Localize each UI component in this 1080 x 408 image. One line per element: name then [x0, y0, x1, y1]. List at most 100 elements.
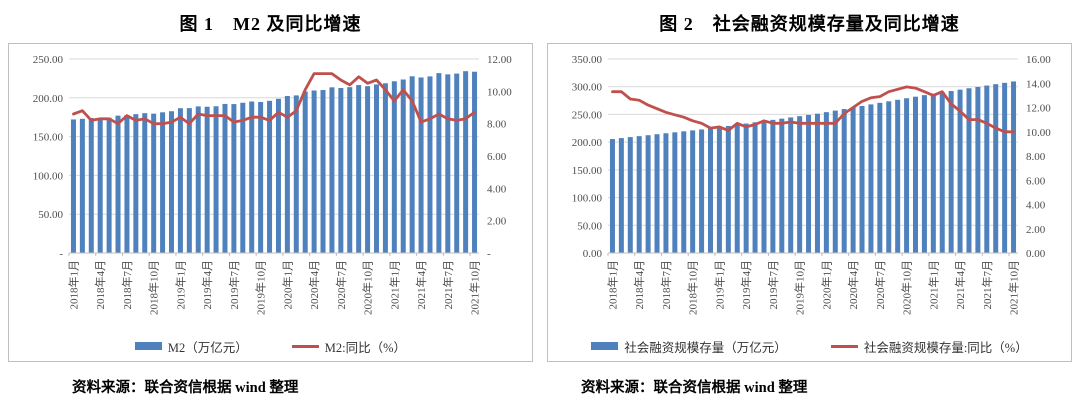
svg-text:2018年4月: 2018年4月 [632, 260, 646, 310]
svg-text:2020年7月: 2020年7月 [333, 260, 347, 310]
svg-text:2019年10月: 2019年10月 [792, 260, 806, 315]
svg-text:-: - [59, 248, 63, 260]
svg-text:2020年10月: 2020年10月 [899, 260, 913, 315]
right-axis-ticks: 16.00 14.00 12.00 10.00 8.00 6.00 4.00 2.00 0.00 [1026, 54, 1051, 260]
right-axis-ticks: 12.00 10.00 8.00 6.00 4.00 2.00 - [487, 54, 512, 260]
line-series [71, 72, 476, 126]
svg-text:100.00: 100.00 [32, 170, 63, 182]
figure2-title: 图 2 社会融资规模存量及同比增速 [659, 14, 960, 34]
svg-text:100.00: 100.00 [571, 193, 602, 205]
gridlines [607, 58, 1018, 254]
svg-text:2021年4月: 2021年4月 [953, 260, 967, 310]
bar-series-swatch [591, 342, 619, 350]
svg-text:2018年10月: 2018年10月 [685, 260, 699, 315]
bar-series [609, 81, 1016, 254]
svg-text:2018年7月: 2018年7月 [119, 260, 133, 310]
svg-text:2020年1月: 2020年1月 [819, 260, 833, 310]
svg-text:2021年1月: 2021年1月 [387, 260, 401, 310]
figure-m2: 图 1 M2 及同比增速 250.00 200.00 150.00 100.00 50.… [8, 6, 533, 397]
bar-series-swatch [134, 342, 162, 350]
x-axis [607, 252, 1018, 256]
bar-series [70, 71, 477, 254]
svg-text:10.00: 10.00 [487, 86, 512, 98]
svg-text:6.00: 6.00 [1026, 175, 1046, 187]
svg-text:2019年7月: 2019年7月 [765, 260, 779, 310]
legend-item-tsf-bars: 社会融资规模存量（万亿元） [591, 337, 787, 356]
svg-text:2018年1月: 2018年1月 [66, 260, 80, 310]
svg-text:2020年1月: 2020年1月 [280, 260, 294, 310]
svg-text:12.00: 12.00 [1026, 103, 1051, 115]
svg-text:50.00: 50.00 [577, 220, 602, 232]
figure1-title: 图 1 M2 及同比增速 [179, 14, 362, 34]
svg-text:2019年4月: 2019年4月 [739, 260, 753, 310]
legend-item-m2-yoy-line: M2:同比（%） [291, 337, 407, 356]
legend-label-tsf: 社会融资规模存量（万亿元） [624, 340, 787, 355]
svg-text:12.00: 12.00 [487, 54, 512, 66]
svg-text:-: - [487, 248, 491, 260]
svg-text:150.00: 150.00 [32, 132, 63, 144]
svg-text:200.00: 200.00 [571, 137, 602, 149]
tsf-chart-panel: 350.00 300.00 250.00 200.00 150.00 100.00 50.0… [547, 43, 1072, 362]
tsf-chart-plot: 350.00 300.00 250.00 200.00 150.00 100.00 50.0… [571, 54, 1051, 315]
left-axis-ticks: 250.00 200.00 150.00 100.00 50.00 - [32, 54, 63, 260]
svg-text:0.00: 0.00 [582, 248, 602, 260]
svg-text:8.00: 8.00 [1026, 151, 1046, 163]
figure1-source-note: 资料来源：联合资信根据 wind 整理 [72, 380, 299, 396]
line-series-swatch [830, 344, 858, 348]
tsf-chart-legend: 社会融资规模存量（万亿元） 社会融资规模存量:同比（%） [554, 333, 1065, 359]
left-axis-ticks: 350.00 300.00 250.00 200.00 150.00 100.00 50.0… [571, 54, 602, 260]
svg-text:150.00: 150.00 [571, 165, 602, 177]
line-series-swatch [291, 344, 319, 348]
svg-text:2020年10月: 2020年10月 [360, 260, 374, 315]
x-axis-labels: 2018年1月 2018年4月 2018年7月 2018年10月 2019年1月 2019… [66, 260, 481, 315]
svg-text:0.00: 0.00 [1026, 248, 1046, 260]
m2-chart-legend: M2（万亿元） M2:同比（%） [15, 333, 526, 359]
svg-text:2019年7月: 2019年7月 [226, 260, 240, 310]
figures-row: 图 1 M2 及同比增速 250.00 200.00 150.00 100.00 50.… [8, 6, 1072, 397]
x-axis-labels: 2018年1月 2018年4月 2018年7月 2018年10月 2019年1月 2019… [605, 260, 1020, 315]
m2-chart-plot: 250.00 200.00 150.00 100.00 50.00 - 12.00 10.00… [32, 54, 512, 315]
svg-text:6.00: 6.00 [487, 151, 507, 163]
figure-tsf: 图 2 社会融资规模存量及同比增速 350.00 300.00 250.00 200.… [547, 6, 1072, 397]
svg-text:2019年4月: 2019年4月 [200, 260, 214, 310]
figure2-source-note: 资料来源：联合资信根据 wind 整理 [581, 380, 808, 396]
svg-text:250.00: 250.00 [32, 54, 63, 66]
svg-text:2018年1月: 2018年1月 [605, 260, 619, 310]
svg-text:8.00: 8.00 [487, 119, 507, 131]
legend-label-m2: M2（万亿元） [167, 340, 248, 355]
svg-text:2019年1月: 2019年1月 [712, 260, 726, 310]
svg-text:2018年10月: 2018年10月 [146, 260, 160, 315]
svg-text:2021年4月: 2021年4月 [414, 260, 428, 310]
svg-text:2020年4月: 2020年4月 [846, 260, 860, 310]
svg-text:2020年4月: 2020年4月 [307, 260, 321, 310]
svg-text:2021年7月: 2021年7月 [440, 260, 454, 310]
x-axis [68, 252, 479, 256]
legend-label-m2-yoy: M2:同比（%） [324, 340, 407, 355]
svg-text:2.00: 2.00 [487, 216, 507, 228]
svg-text:2018年7月: 2018年7月 [658, 260, 672, 310]
svg-text:16.00: 16.00 [1026, 54, 1051, 66]
legend-label-tsf-yoy: 社会融资规模存量:同比（%） [863, 340, 1028, 355]
svg-text:2021年7月: 2021年7月 [979, 260, 993, 310]
svg-text:2020年7月: 2020年7月 [872, 260, 886, 310]
line-series [610, 85, 1015, 134]
gridlines [68, 58, 479, 254]
legend-item-m2-bars: M2（万亿元） [134, 337, 248, 356]
svg-text:2021年10月: 2021年10月 [467, 260, 481, 315]
svg-text:4.00: 4.00 [1026, 200, 1046, 212]
svg-text:2019年1月: 2019年1月 [173, 260, 187, 310]
svg-text:2018年4月: 2018年4月 [93, 260, 107, 310]
svg-text:14.00: 14.00 [1026, 78, 1051, 90]
m2-chart-panel: 250.00 200.00 150.00 100.00 50.00 - 12.00 10.00… [8, 43, 533, 362]
svg-text:2021年10月: 2021年10月 [1006, 260, 1020, 315]
svg-text:350.00: 350.00 [571, 54, 602, 66]
svg-text:10.00: 10.00 [1026, 127, 1051, 139]
svg-text:2021年1月: 2021年1月 [926, 260, 940, 310]
svg-text:50.00: 50.00 [38, 209, 63, 221]
svg-text:250.00: 250.00 [571, 109, 602, 121]
svg-text:2019年10月: 2019年10月 [253, 260, 267, 315]
legend-item-tsf-yoy-line: 社会融资规模存量:同比（%） [830, 337, 1028, 356]
svg-text:4.00: 4.00 [487, 183, 507, 195]
svg-text:2.00: 2.00 [1026, 224, 1046, 236]
